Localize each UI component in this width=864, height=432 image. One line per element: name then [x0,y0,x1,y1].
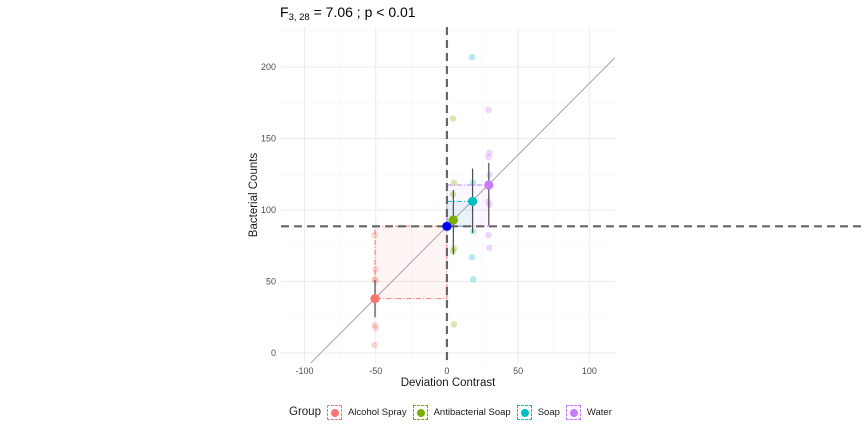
mean-point-alcohol-spray [370,294,380,304]
raw-point-water [486,201,493,209]
raw-point-alcohol-spray [371,321,378,329]
chart-title: F3, 28 = 7.06 ; p < 0.01 [280,4,416,23]
y-tick-label: 150 [261,134,276,144]
legend: Group Alcohol Spray Antibacterial Soap S… [289,403,618,421]
legend-key [516,404,532,420]
y-tick-label: 50 [266,277,276,287]
legend-dot-icon [569,408,578,417]
legend-label: Antibacterial Soap [433,406,511,418]
raw-point-alcohol-spray [371,231,378,239]
legend-key [326,404,342,420]
y-tick-label: 100 [261,205,276,215]
raw-point-soap [468,53,476,61]
legend-dot-icon [330,408,339,417]
x-axis-title: Deviation Contrast [401,377,496,389]
raw-point-antibacterial-soap [450,321,458,328]
raw-point-alcohol-spray [372,277,379,285]
title-f: F [280,4,289,20]
legend-dot-icon [520,408,529,417]
reference-diagonal-line [310,57,616,364]
x-tick-label: 50 [513,366,523,376]
group-means [370,180,494,304]
raw-point-water [486,244,493,252]
mean-point-water [484,180,494,190]
raw-point-water [485,106,492,114]
legend-key [412,404,428,420]
grand-mean-point [442,221,452,231]
legend-item-alcohol-spray: Alcohol Spray [326,404,407,420]
raw-point-antibacterial-soap [450,179,458,187]
raw-point-water [485,231,492,239]
legend-label: Water [586,406,612,418]
x-tick-labels: -100 -50 0 50 100 [295,366,596,376]
x-tick-label: 0 [444,366,449,376]
x-tick-label: -50 [369,366,382,376]
raw-point-water [485,153,492,161]
mean-point-antibacterial-soap [448,215,458,225]
legend-item-antibacterial-soap: Antibacterial Soap [412,404,511,420]
reference-lines [281,27,864,364]
x-tick-label: -100 [295,366,313,376]
raw-point-antibacterial-soap [449,115,457,122]
raw-point-soap [468,253,476,261]
mean-point-soap [467,196,478,207]
title-subscript: 3, 28 [289,12,310,23]
legend-item-water: Water [565,404,612,420]
legend-dot-icon [416,408,425,417]
raw-point-alcohol-spray [371,341,378,349]
title-statistic: = 7.06 ; p < 0.01 [310,4,416,20]
raw-point-alcohol-spray [372,324,379,332]
legend-label: Alcohol Spray [347,406,407,418]
raw-point-water [486,149,493,157]
y-tick-labels: 0 50 100 150 200 [261,62,276,358]
y-axis-title: Bacterial Counts [248,153,260,238]
legend-key [565,404,581,420]
legend-item-soap: Soap [516,404,560,420]
y-tick-label: 200 [261,62,276,72]
raw-point-alcohol-spray [372,266,379,273]
x-tick-label: 100 [582,366,597,376]
raw-point-soap [469,276,477,283]
y-tick-label: 0 [271,348,276,358]
raw-point-water [486,171,493,179]
legend-label: Soap [537,406,560,418]
legend-title: Group [289,406,321,418]
raw-point-alcohol-spray [371,276,378,283]
